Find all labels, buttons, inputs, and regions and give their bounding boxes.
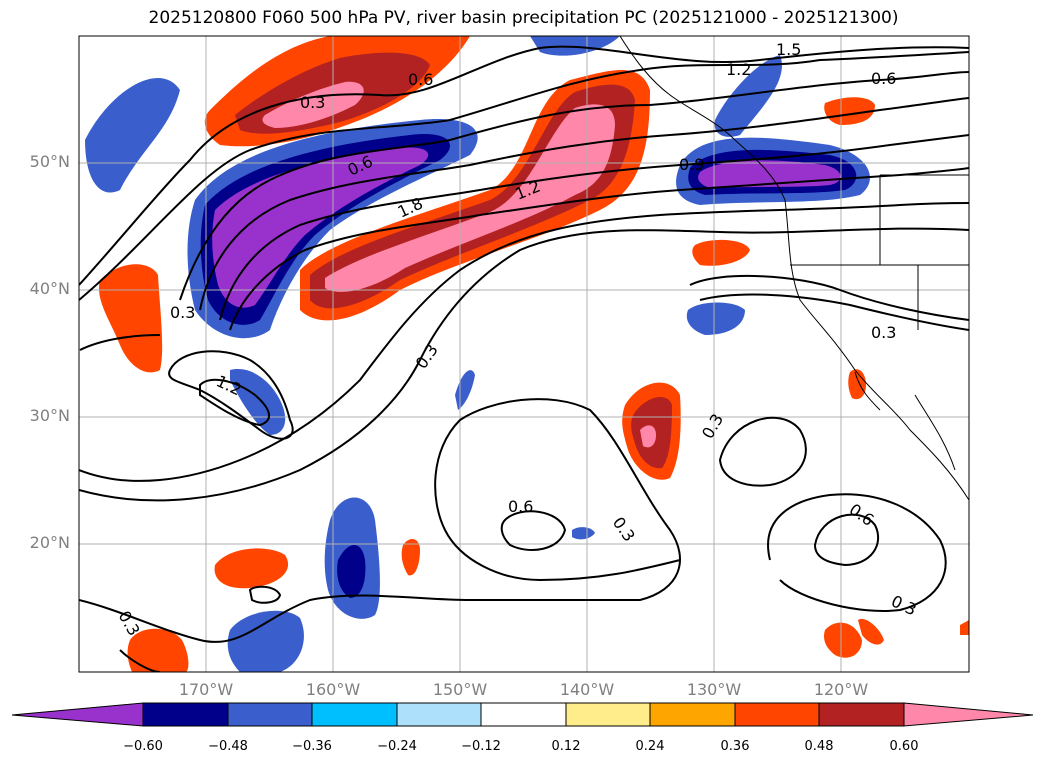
- contour-label: 0.3: [698, 410, 727, 442]
- colorbar-tick-label: 0.12: [551, 739, 581, 754]
- positive-blob-se2: [858, 618, 884, 645]
- north-negative-small: [530, 36, 620, 56]
- contour-label: 0.3: [300, 93, 325, 112]
- colorbar-extend-low: [11, 702, 144, 727]
- lat-label: 30°N: [29, 406, 70, 425]
- contour-label: 1.5: [776, 40, 801, 59]
- positive-blob-ne: [824, 97, 875, 125]
- colorbar-tick-label: 0.48: [804, 739, 834, 754]
- negative-blob-off-ca: [686, 302, 745, 335]
- bc-coast-negative: [714, 55, 782, 137]
- contour-label: 0.6: [871, 69, 896, 88]
- negative-band-core: [212, 147, 429, 308]
- lon-label: 140°W: [559, 680, 615, 699]
- contour-label: 0.3: [888, 591, 919, 619]
- colorbar-bin: [818, 702, 905, 727]
- colorbar-bin: [734, 702, 820, 727]
- positive-blob-hawaii-east: [401, 538, 420, 576]
- shaded-anomalies: [85, 36, 969, 672]
- colorbar-tick-label: 0.60: [889, 739, 919, 754]
- west-negative-blob: [85, 78, 180, 193]
- positive-blob-off-ca: [692, 239, 750, 266]
- colorbar-tick-label: −0.36: [292, 739, 332, 754]
- negative-blob-small1: [455, 370, 475, 410]
- positive-blob-baja: [848, 369, 866, 400]
- lat-label: 50°N: [29, 152, 70, 171]
- contour-label: 0.6: [408, 70, 433, 89]
- colorbar: [11, 702, 1034, 727]
- contour-label: 0.6: [508, 497, 533, 516]
- positive-blob-sw2: [127, 628, 189, 672]
- colorbar-bin: [565, 702, 651, 727]
- lon-label: 120°W: [813, 680, 869, 699]
- positive-blob-edge: [960, 620, 969, 635]
- lon-label: 160°W: [305, 680, 361, 699]
- colorbar-tick-label: −0.60: [123, 739, 163, 754]
- colorbar-tick-label: 0.24: [635, 739, 665, 754]
- colorbar-bin: [142, 702, 229, 727]
- lat-label: 40°N: [29, 279, 70, 298]
- colorbar-bin: [396, 702, 482, 727]
- negative-blob-hawaii-core: [337, 545, 366, 598]
- colorbar-bin: [227, 702, 313, 727]
- map-frame: [78, 35, 970, 673]
- lon-label: 130°W: [686, 680, 742, 699]
- colorbar-tick-label: 0.36: [720, 739, 750, 754]
- colorbar-bin: [649, 702, 736, 727]
- negative-blob-small2: [572, 527, 595, 540]
- negative-blob-sw: [227, 610, 304, 672]
- contour-label: 0.3: [609, 513, 639, 545]
- positive-blob-se1: [824, 622, 862, 658]
- colorbar-extend-high: [903, 702, 1034, 727]
- colorbar-tick-label: −0.24: [377, 739, 417, 754]
- negative-blob-w32: [230, 369, 286, 435]
- contour-label: 0.9: [679, 155, 704, 174]
- colorbar-tick-label: −0.48: [208, 739, 248, 754]
- contour-label: 0.3: [170, 303, 195, 322]
- lon-label: 170°W: [178, 680, 234, 699]
- alaska-positive-core: [262, 81, 364, 128]
- pv-contours: [79, 45, 969, 672]
- positive-blob-sw1: [214, 548, 289, 589]
- colorbar-bin: [480, 702, 567, 727]
- contour-label: 1.2: [726, 60, 751, 79]
- lon-label: 150°W: [432, 680, 488, 699]
- contour-label: 0.3: [871, 323, 896, 342]
- colorbar-tick-label: −0.12: [461, 739, 501, 754]
- colorbar-bin: [311, 702, 398, 727]
- positive-blob-w40: [99, 264, 163, 373]
- map-title: 2025120800 F060 500 hPa PV, river basin …: [148, 8, 899, 28]
- positive-band-core: [325, 104, 615, 292]
- positive-blob-subtropic-core: [640, 425, 656, 448]
- contour-label: 0.6: [846, 500, 878, 530]
- lat-label: 20°N: [29, 533, 70, 552]
